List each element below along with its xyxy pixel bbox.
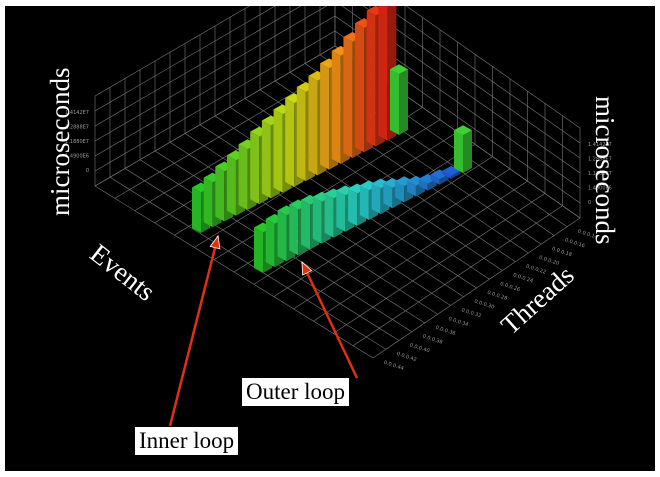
thread-tick-label: 0.0.0.32 <box>460 307 482 319</box>
wall-grid-line <box>94 6 276 112</box>
floor-grid-line <box>109 176 387 350</box>
z-axis-label-right: microseconds <box>590 96 620 245</box>
bar-inner-loop <box>390 64 408 135</box>
z-tick-label-left: 1.2888E7 <box>65 125 89 131</box>
outer-loop-arrow <box>300 261 359 379</box>
bars <box>192 6 472 273</box>
z-tick-label-right: 1.1880E7 <box>588 171 612 177</box>
wall-grid-line <box>94 30 336 172</box>
thread-tick-label: 0.0.0.34 <box>448 316 470 328</box>
outer-loop-callout: Outer loop <box>242 378 350 406</box>
thread-tick-label: 0.0.0.38 <box>422 334 444 346</box>
wall-grid-line <box>384 6 581 144</box>
callout-arrows <box>168 234 359 427</box>
chart-frame: 0 0 1.4900E6 1.4900E6 1.1880E7 1.1880E7 1.2888… <box>5 6 655 471</box>
bar-chart-3d: 0 0 1.4900E6 1.4900E6 1.1880E7 1.1880E7 1.2888… <box>65 6 612 427</box>
thread-tick-label: 0.0.0.36 <box>435 325 457 337</box>
wall-grid-line <box>94 45 336 187</box>
thread-tick-label: 0.0.0.24 <box>512 272 534 284</box>
thread-tick-label: 0.0.0.26 <box>499 281 521 293</box>
z-tick-label-right: 1.4142E7 <box>588 142 612 148</box>
z-tick-label-right: 1.4900E6 <box>588 185 612 191</box>
wall-grid-line <box>405 6 581 129</box>
z-tick-label-left: 1.1880E7 <box>65 139 89 145</box>
inner-loop-arrow <box>168 234 221 427</box>
z-tick-label-left: 1.4900E6 <box>65 153 89 159</box>
thread-tick-label: 0.0.0.30 <box>473 299 495 311</box>
z-tick-label-right: 0 <box>588 200 591 206</box>
bar-outer-loop <box>454 125 472 173</box>
wall-grid-line <box>94 6 328 142</box>
z-tick-label-right: 1.2888E7 <box>588 157 612 163</box>
wall-grid-line <box>94 6 250 97</box>
wall-grid-line <box>94 15 336 157</box>
thread-tick-label: 0.0.0.16 <box>564 237 586 249</box>
thread-tick-label: 0.0.0.28 <box>486 290 508 302</box>
thread-tick-label: 0.0.0.18 <box>551 246 573 258</box>
thread-tick-label: 0.0.0.40 <box>409 342 431 354</box>
z-tick-label-left: 1.4142E7 <box>65 110 89 116</box>
z-axis-label-left: microseconds <box>45 67 75 216</box>
wall-grid-line <box>94 6 302 127</box>
z-tick-label-left: 0 <box>86 168 89 174</box>
thread-tick-label: 0.0.0.42 <box>396 351 418 363</box>
thread-tick-label: 0.0.0.44 <box>383 360 405 372</box>
floor-grid-line <box>94 185 374 359</box>
inner-loop-callout: Inner loop <box>135 427 239 455</box>
